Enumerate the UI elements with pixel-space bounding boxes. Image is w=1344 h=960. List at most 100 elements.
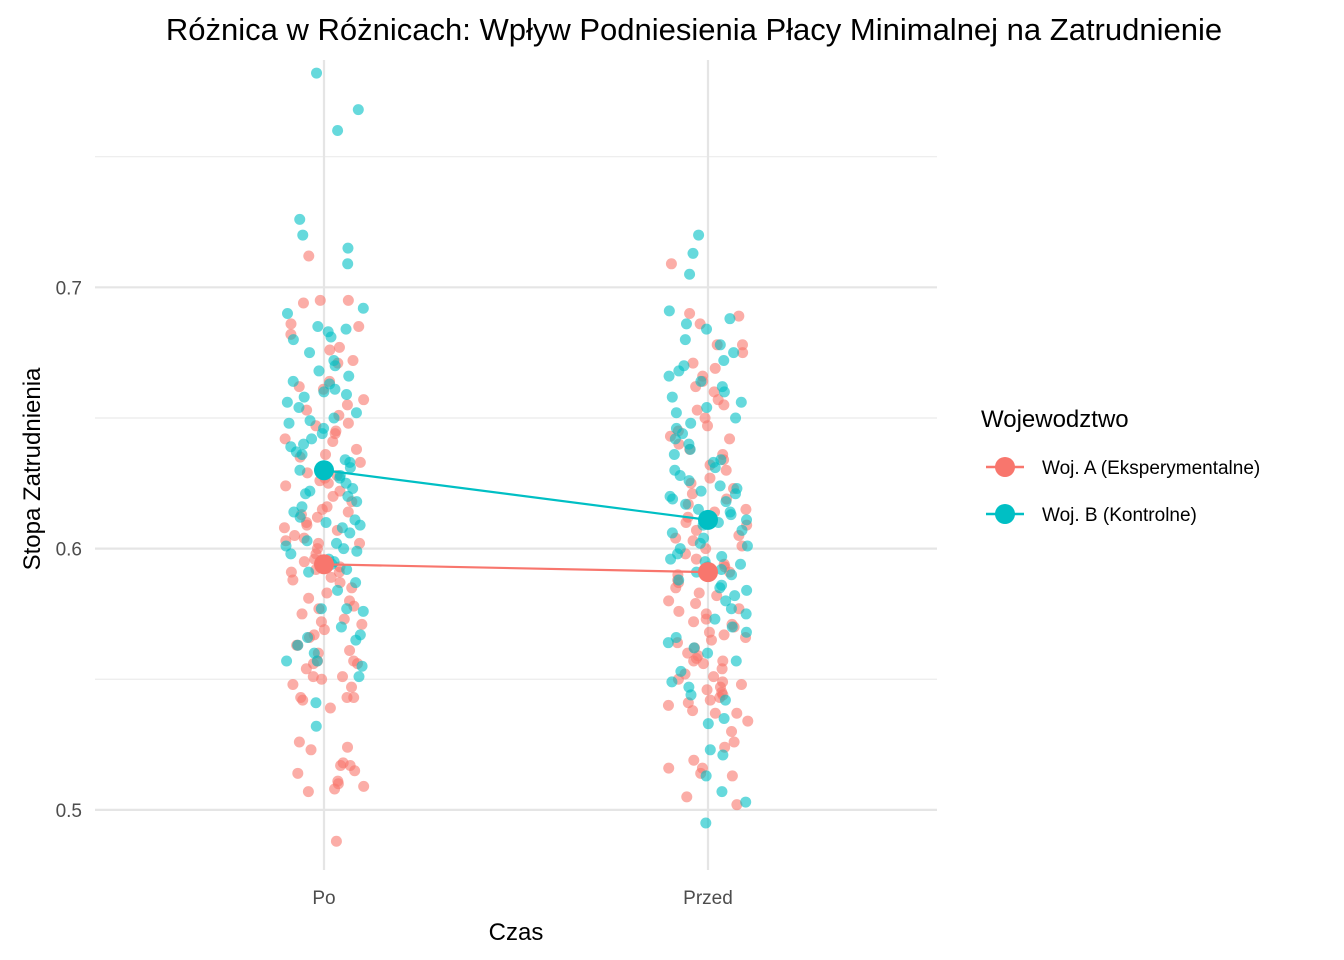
data-point <box>740 626 752 638</box>
data-point <box>683 681 695 693</box>
data-point <box>695 485 707 497</box>
data-point <box>285 441 297 453</box>
data-point <box>281 655 293 667</box>
y-tick-label: 0.5 <box>56 801 82 822</box>
legend-title: Wojewodztwo <box>981 406 1129 433</box>
data-point <box>735 396 747 408</box>
data-point <box>688 616 700 628</box>
data-point <box>336 522 348 534</box>
data-point <box>673 574 685 586</box>
data-point <box>340 323 352 335</box>
data-point <box>292 639 304 651</box>
data-point <box>669 464 681 476</box>
data-point <box>717 749 729 761</box>
data-point <box>663 305 675 317</box>
data-point <box>709 613 721 625</box>
data-point <box>351 545 363 557</box>
data-point <box>714 480 726 492</box>
data-point <box>664 490 676 502</box>
data-point <box>348 655 360 667</box>
data-point <box>302 631 314 643</box>
data-point <box>731 707 743 719</box>
data-point <box>305 744 317 756</box>
data-point <box>283 417 295 429</box>
data-point <box>341 564 353 576</box>
data-point <box>315 616 327 628</box>
data-point <box>700 608 712 620</box>
data-point <box>717 655 729 667</box>
data-point <box>342 417 354 429</box>
data-point <box>666 527 678 539</box>
data-point <box>353 321 365 333</box>
data-point <box>313 365 325 377</box>
data-point <box>679 334 691 346</box>
data-point <box>292 767 304 779</box>
data-point <box>287 375 299 387</box>
data-point <box>702 647 714 659</box>
data-point <box>278 522 290 534</box>
data-point <box>726 770 738 782</box>
data-point <box>310 720 322 732</box>
y-tick-label: 0.6 <box>56 540 82 561</box>
data-point <box>724 433 736 445</box>
data-point <box>342 242 354 254</box>
data-point <box>304 347 316 359</box>
data-point <box>673 605 685 617</box>
data-point <box>731 483 743 495</box>
data-point <box>663 370 675 382</box>
data-point <box>356 618 368 630</box>
data-point <box>288 506 300 518</box>
data-point <box>686 488 698 500</box>
data-point <box>341 399 353 411</box>
data-point <box>321 587 333 599</box>
y-axis-ticks: 0.5 0.6 0.7 <box>56 278 82 822</box>
data-point <box>285 318 297 330</box>
legend-key-point <box>995 504 1015 524</box>
data-point <box>687 357 699 369</box>
data-point <box>687 247 699 259</box>
data-point <box>681 791 693 803</box>
data-point <box>735 558 747 570</box>
mean-point <box>698 509 718 530</box>
data-point <box>332 125 344 137</box>
data-point <box>670 407 682 419</box>
data-point <box>356 660 368 672</box>
data-point <box>733 310 745 322</box>
data-point <box>675 665 687 677</box>
data-point <box>716 381 728 393</box>
data-point <box>699 412 711 424</box>
data-point <box>718 712 730 724</box>
data-point <box>715 454 727 466</box>
data-point <box>318 422 330 434</box>
data-point <box>321 501 333 513</box>
data-point <box>357 302 369 314</box>
data-point <box>343 370 355 382</box>
data-point <box>337 671 349 683</box>
data-point <box>662 699 674 711</box>
data-point <box>342 258 354 270</box>
data-point <box>741 540 753 552</box>
data-point <box>665 258 677 270</box>
data-point <box>312 321 324 333</box>
data-point <box>315 603 327 615</box>
data-point <box>724 506 736 518</box>
data-point <box>294 464 306 476</box>
data-point <box>354 629 366 641</box>
data-point <box>298 438 310 450</box>
data-point <box>328 412 340 424</box>
data-point <box>666 391 678 403</box>
data-point <box>293 736 305 748</box>
data-point <box>325 571 337 583</box>
data-point <box>304 415 316 427</box>
mean-line <box>323 469 709 521</box>
data-point <box>279 433 291 445</box>
data-point <box>703 626 715 638</box>
data-point <box>736 339 748 351</box>
data-point <box>287 334 299 346</box>
data-point <box>728 347 740 359</box>
legend: Wojewodztwo Woj. A (Eksperymentalne)Woj.… <box>981 406 1260 526</box>
data-point <box>685 417 697 429</box>
data-point <box>678 360 690 372</box>
data-point <box>306 433 318 445</box>
